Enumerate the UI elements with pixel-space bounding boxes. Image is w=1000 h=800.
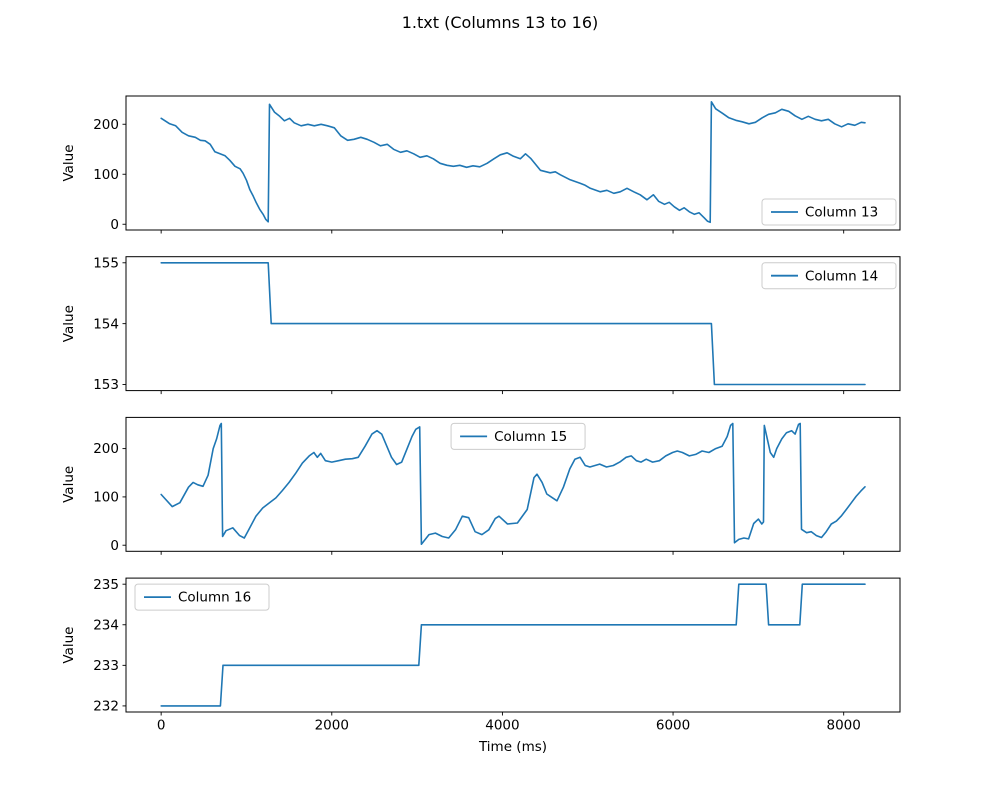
x-tick-label: 8000 <box>827 718 861 734</box>
line-column-13 <box>160 101 866 224</box>
y-axis-label: Value <box>61 305 77 342</box>
x-axis-label: Time (ms) <box>478 739 547 755</box>
y-tick-label: 100 <box>93 490 119 506</box>
legend-column-16: Column 16 <box>134 583 270 611</box>
y-tick-label: 100 <box>93 167 119 183</box>
y-axis-label: Value <box>61 144 77 181</box>
y-tick-label: 200 <box>93 441 119 457</box>
y-tick-label: 200 <box>93 117 119 133</box>
y-axis-label: Value <box>61 627 77 664</box>
figure-title: 1.txt (Columns 13 to 16) <box>401 13 599 32</box>
y-tick-label: 155 <box>93 255 119 271</box>
axes-spines <box>125 577 901 713</box>
line-column-14 <box>160 261 866 386</box>
y-tick-label: 154 <box>93 316 119 332</box>
x-tick-label: 6000 <box>656 718 690 734</box>
subplot-column-13: 0 100 200 Value Column 13 <box>61 95 901 234</box>
x-tick-label: 2000 <box>315 718 349 734</box>
legend-box <box>450 422 586 450</box>
legend-label: Column 14 <box>805 268 878 284</box>
y-tick-label: 233 <box>93 658 119 674</box>
legend-box <box>761 262 897 290</box>
y-tick-label: 0 <box>110 217 119 233</box>
y-tick-label: 232 <box>93 699 119 715</box>
subplot-column-16: 232 233 234 235 0 2000 4000 6000 8000 Value Column… <box>61 577 901 734</box>
legend-box <box>134 583 270 611</box>
x-tick-label: 4000 <box>485 718 519 734</box>
y-axis-label: Value <box>61 466 77 503</box>
axes-spines <box>125 416 901 552</box>
legend-label: Column 16 <box>178 590 251 606</box>
legend-column-13: Column 13 <box>761 198 897 226</box>
line-column-15 <box>160 422 866 546</box>
legend-column-14: Column 14 <box>761 262 897 290</box>
axes-spines <box>125 95 901 231</box>
subplot-column-14: 153 154 155 Value Column 14 <box>61 255 901 395</box>
legend-label: Column 13 <box>805 205 878 221</box>
legend-label: Column 15 <box>494 429 567 445</box>
legend-column-15: Column 15 <box>450 422 586 450</box>
legend-box <box>761 198 897 226</box>
y-tick-label: 235 <box>93 577 119 593</box>
y-tick-label: 234 <box>93 617 119 633</box>
y-tick-label: 153 <box>93 377 119 393</box>
y-tick-label: 0 <box>110 538 119 554</box>
line-column-16 <box>160 583 866 707</box>
subplot-column-15: 0 100 200 Value Column 15 <box>61 416 901 555</box>
x-tick-label: 0 <box>157 718 166 734</box>
